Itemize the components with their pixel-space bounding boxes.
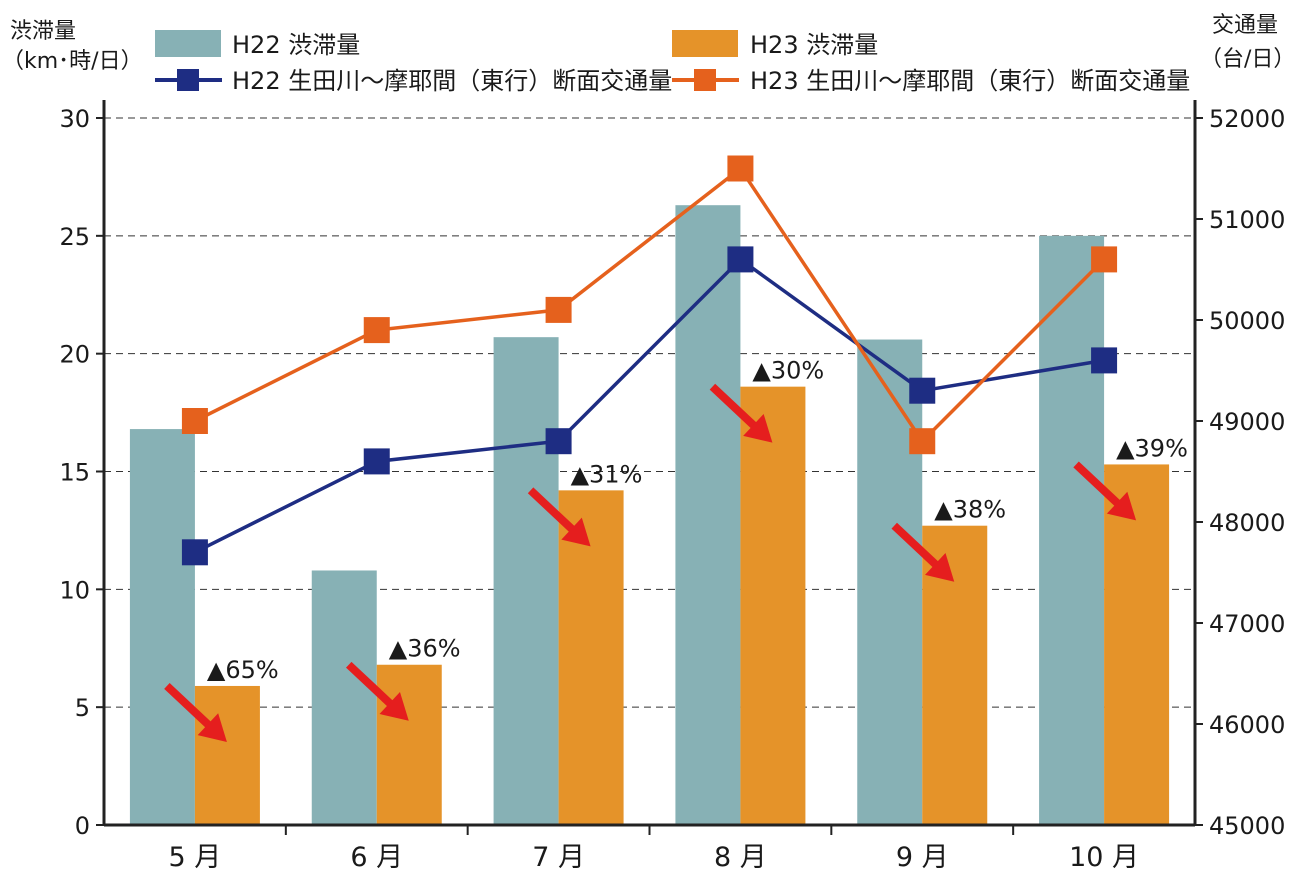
arrow-shaft: [527, 487, 582, 539]
category-label: 8 月: [714, 842, 767, 873]
decrease-arrow: [346, 661, 409, 721]
right-tick-label: 48000: [1209, 509, 1285, 537]
legend-marker-h22: [177, 69, 199, 91]
decrease-arrow: [709, 383, 773, 443]
marker-h22: [545, 428, 572, 455]
marker-h22: [363, 448, 390, 475]
marker-h23: [181, 408, 208, 434]
right-axis-title: 交通量: [1212, 13, 1278, 38]
grid-lines: [104, 117, 1195, 708]
left-tick-label: 10: [59, 576, 90, 604]
reduction-label: ▲31%: [571, 460, 643, 488]
arrow-shaft: [1073, 461, 1127, 513]
right-tick-label: 45000: [1209, 812, 1285, 840]
marker-h23: [909, 428, 936, 455]
category-label: 7 月: [532, 842, 585, 873]
category-label: 10 月: [1069, 842, 1139, 873]
category-label: 9 月: [896, 842, 949, 873]
bar-h23: [376, 664, 442, 825]
left-axis-unit: （km･時/日）: [2, 49, 143, 74]
right-tick-label: 49000: [1209, 408, 1285, 436]
bar-h23: [194, 685, 260, 825]
marker-h23: [545, 296, 572, 323]
series-lines: [181, 155, 1118, 566]
decrease-arrow: [527, 487, 591, 547]
labels: ▲65% ▲36% ▲31% ▲30% ▲38% ▲39%: [207, 357, 1188, 684]
marker-h23: [727, 155, 754, 182]
bar-h22: [311, 570, 377, 825]
arrow-shaft: [346, 661, 400, 713]
decrease-arrow: [891, 522, 955, 582]
right-tick-label: 46000: [1209, 711, 1285, 739]
right-tick-label: 52000: [1209, 105, 1285, 133]
decrease-arrow: [164, 683, 227, 742]
decrease-arrow: [1073, 461, 1137, 521]
arrow-head: [379, 692, 409, 721]
arrow-head: [1106, 491, 1137, 521]
category-label: 5 月: [169, 842, 222, 873]
reduction-label: ▲36%: [389, 635, 461, 663]
legend-marker-h23: [694, 69, 716, 91]
right-tick-label: 47000: [1209, 610, 1285, 638]
category-label: 6 月: [350, 842, 403, 873]
left-tick-label: 5: [75, 694, 90, 722]
reduction-label: ▲38%: [934, 496, 1006, 524]
bar-h22: [857, 339, 923, 825]
reduction-label: ▲65%: [207, 656, 279, 684]
line-h23: [194, 165, 1106, 444]
arrow-shaft: [164, 683, 218, 734]
right-tick-label: 51000: [1209, 206, 1285, 234]
left-axis-title: 渋滞量: [10, 19, 76, 44]
bar-h22: [1039, 235, 1105, 826]
bar-h23: [740, 386, 806, 825]
legend-label-h23-line: H23 生田川～摩耶間（東行）断面交通量: [750, 67, 1190, 95]
bar-h23: [558, 490, 624, 825]
legend-swatch-h23-bar: [672, 30, 738, 57]
left-tick-label: 0: [75, 812, 90, 840]
left-tick-label: 20: [59, 341, 90, 369]
legend-label-h22-line: H22 生田川～摩耶間（東行）断面交通量: [232, 67, 672, 95]
left-tick-label: 30: [59, 105, 90, 133]
marker-h22: [181, 539, 208, 566]
marker-h22: [909, 377, 936, 404]
left-tick-label: 25: [59, 223, 90, 251]
bar-h22: [493, 337, 559, 825]
left-tick-label: 15: [59, 459, 90, 487]
bar-h23: [1104, 464, 1170, 825]
legend: H22 渋滞量 H23 渋滞量 H22 生田川～摩耶間（東行）断面交通量 H23…: [155, 30, 1190, 95]
legend-label-h22-bar: H22 渋滞量: [232, 31, 360, 59]
reduction-label: ▲30%: [752, 357, 824, 385]
right-axis-unit: （台/日）: [1200, 47, 1295, 72]
bar-h22: [129, 429, 195, 825]
decrease-arrows: [164, 383, 1137, 742]
right-tick-label: 50000: [1209, 307, 1285, 335]
legend-label-h23-bar: H23 渋滞量: [750, 31, 878, 59]
reduction-label: ▲39%: [1116, 434, 1188, 462]
arrow-head: [561, 517, 591, 547]
bars: [129, 205, 1170, 826]
marker-h22: [727, 246, 754, 273]
arrow-shaft: [891, 522, 945, 574]
arrow-shaft: [709, 383, 764, 435]
marker-h23: [363, 317, 390, 344]
bar-h22: [675, 205, 741, 826]
legend-swatch-h22-bar: [155, 30, 221, 57]
axes: 0 5 10 15 20 25 30 45000 46000 47000 48000 49000 500…: [59, 100, 1285, 873]
arrow-head: [925, 552, 955, 582]
arrow-head: [743, 413, 773, 443]
marker-h23: [1091, 246, 1118, 273]
arrow-head: [197, 713, 227, 742]
marker-h22: [1091, 347, 1118, 374]
line-h22: [194, 257, 1105, 554]
